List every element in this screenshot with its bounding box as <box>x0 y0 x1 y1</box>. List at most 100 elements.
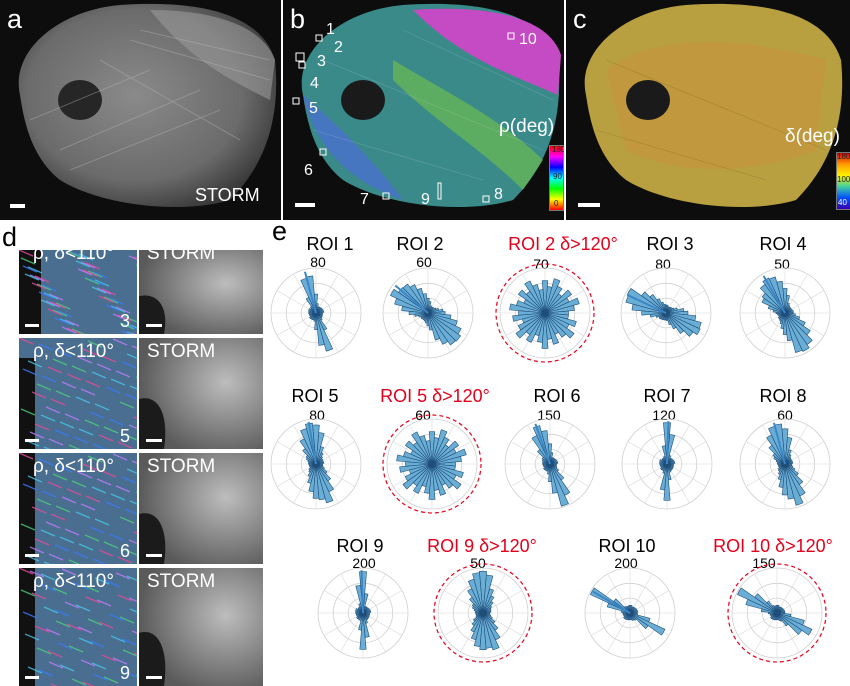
rho-orientation-image <box>283 0 564 220</box>
rho-tile-title: ρ, δ<110° <box>33 456 114 477</box>
scale-bar <box>25 324 39 327</box>
scale-bar <box>25 439 39 442</box>
roi-label-7: 7 <box>360 191 369 208</box>
scale-bar <box>146 676 162 679</box>
rho-zoom-tile: ρ, δ<110° 5 <box>19 338 137 449</box>
colorbar-title: δ(deg) <box>785 126 840 147</box>
scale-bar <box>10 204 25 208</box>
rho-tile-title: ρ, δ<110° <box>33 250 114 264</box>
rose-plot <box>620 267 712 359</box>
scale-bar <box>295 203 315 207</box>
rho-zoom-tile: ρ, δ<110° 6 <box>19 453 137 564</box>
rose-max-value: 60 <box>777 407 793 423</box>
roi-label-4: 4 <box>310 75 319 92</box>
rose-title: ROI 1 <box>306 234 354 254</box>
scale-bar <box>25 676 39 679</box>
scale-bar <box>578 203 600 207</box>
rose-plot <box>495 263 595 363</box>
rose-title: ROI 3 <box>646 234 694 254</box>
rose-plot <box>382 267 474 359</box>
rose-max-value: 150 <box>537 407 561 423</box>
rose-title: ROI 8 <box>759 386 807 406</box>
rho-tile-title: ρ, δ<110° <box>33 571 114 592</box>
colorbar-tick-180: 180 <box>552 145 564 154</box>
panel-label-d: d <box>2 222 18 252</box>
rose-max-value: 50 <box>774 256 790 272</box>
rho-colorbar <box>549 145 564 211</box>
rose-title: ROI 6 <box>533 386 581 406</box>
rose-max-value: 50 <box>470 555 486 571</box>
roi-number: 3 <box>120 311 131 331</box>
colorbar-tick-40: 40 <box>838 198 847 207</box>
rose-title: ROI 10 <box>598 536 656 556</box>
rose-max-value: 200 <box>614 555 638 571</box>
storm-zoom-tile: STORM <box>139 338 263 449</box>
rose-plot <box>504 418 596 510</box>
rose-max-value: 80 <box>655 256 671 272</box>
panel-b-orientation-map: b 1 2 3 4 5 6 7 9 8 10 ρ(deg) 180 90 0 <box>283 0 564 220</box>
rose-title: ROI 2 δ>120° <box>508 234 618 254</box>
rose-max-value: 200 <box>352 555 376 571</box>
storm-zoom-tile: STORM <box>139 568 263 686</box>
panel-a-storm-image: a STORM <box>0 0 281 220</box>
colorbar-tick-90: 90 <box>553 172 562 181</box>
scale-bar <box>146 324 162 327</box>
roi-label-6: 6 <box>304 162 313 179</box>
roi-label-10: 10 <box>519 31 537 48</box>
rose-max-value: 80 <box>310 254 326 270</box>
storm-tile-title: STORM <box>147 341 216 362</box>
rose-max-value: 60 <box>415 407 431 423</box>
rose-max-value: 80 <box>309 407 325 423</box>
roi-label-9: 9 <box>421 191 430 208</box>
rose-max-value: 60 <box>416 254 432 270</box>
delta-colorbar <box>836 152 850 210</box>
rose-title: ROI 10 δ>120° <box>713 536 833 556</box>
colorbar-tick-180: 180 <box>837 152 850 161</box>
storm-tile-title: STORM <box>147 250 216 264</box>
rose-plot <box>270 267 362 359</box>
roi-label-5: 5 <box>309 100 318 117</box>
storm-caption: STORM <box>195 185 260 205</box>
rose-title: ROI 7 <box>643 386 691 406</box>
rose-title: ROI 5 δ>120° <box>380 386 490 406</box>
panel-label-e: e <box>272 216 288 246</box>
colorbar-tick-0: 0 <box>554 199 559 208</box>
rose-plot <box>270 418 362 510</box>
rose-max-value: 150 <box>752 555 776 571</box>
panel-label: c <box>573 4 587 34</box>
scale-bar <box>146 439 162 442</box>
panel-label: a <box>7 4 23 34</box>
roi-label-1: 1 <box>326 21 335 38</box>
storm-zoom-tile: STORM <box>139 453 263 564</box>
rose-title: ROI 2 <box>396 234 444 254</box>
rose-plot <box>621 418 713 510</box>
roi-number: 6 <box>120 541 131 561</box>
rose-plot <box>382 414 482 514</box>
rose-title: ROI 9 <box>336 536 384 556</box>
storm-zoom-tile: STORM <box>139 250 263 334</box>
rose-title: ROI 4 <box>759 234 807 254</box>
roi-number: 5 <box>120 426 131 446</box>
storm-cell-image <box>0 0 281 220</box>
rose-plot <box>433 563 533 663</box>
rose-plot <box>317 567 409 659</box>
rho-zoom-tile: ρ, δ<110° 9 <box>19 568 137 686</box>
rose-plot <box>739 267 831 359</box>
roi-label-3: 3 <box>317 53 326 70</box>
delta-image <box>566 0 850 220</box>
roi-label-8: 8 <box>494 186 503 203</box>
scale-bar <box>25 554 39 557</box>
roi-label-2: 2 <box>334 39 343 56</box>
panel-c-delta-map: c δ(deg) 180 100 40 <box>566 0 850 220</box>
panel-label: b <box>290 4 306 34</box>
rose-title: ROI 9 δ>120° <box>427 536 537 556</box>
colorbar-tick-100: 100 <box>837 175 850 184</box>
rose-plot <box>739 418 831 510</box>
storm-tile-title: STORM <box>147 571 216 592</box>
scale-bar <box>146 554 162 557</box>
rho-zoom-tile: ρ, δ<110° 3 <box>19 250 137 334</box>
rose-title: ROI 5 <box>291 386 339 406</box>
roi-number: 9 <box>120 663 131 683</box>
rho-tile-title: ρ, δ<110° <box>33 341 114 362</box>
rose-max-value: 120 <box>652 407 676 423</box>
